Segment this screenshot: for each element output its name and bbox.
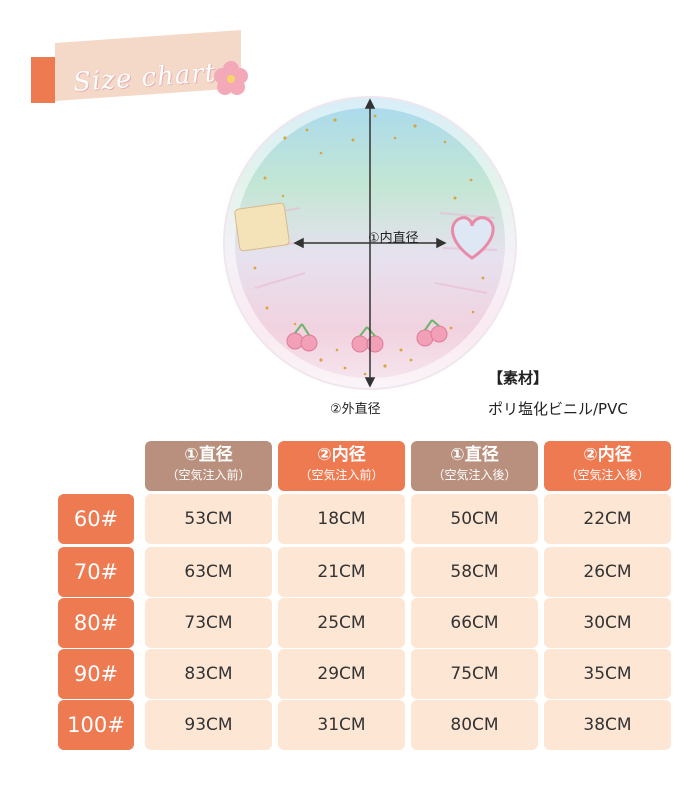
table-cell: 25CM	[278, 598, 405, 648]
table-cell: 29CM	[278, 649, 405, 699]
header-subtitle: （空気注入前）	[299, 468, 384, 482]
ring-decoration	[234, 98, 498, 388]
size-label: 90#	[58, 649, 134, 699]
size-label: 80#	[58, 598, 134, 648]
table-cell: 22CM	[544, 494, 671, 544]
table-cell: 75CM	[411, 649, 538, 699]
size-chart-tag: Size chart	[31, 29, 248, 103]
size-label: 100#	[58, 700, 134, 750]
table-cell: 31CM	[278, 700, 405, 750]
table-cell: 66CM	[411, 598, 538, 648]
size-label: 60#	[58, 494, 134, 544]
table-cell: 63CM	[145, 547, 272, 597]
header-outer-before: ①直径 （空気注入前）	[145, 441, 272, 491]
table-cell: 80CM	[411, 700, 538, 750]
header-title: ①直径	[450, 445, 499, 465]
table-cell: 21CM	[278, 547, 405, 597]
table-cell: 35CM	[544, 649, 671, 699]
header-inner-before: ②内径 （空気注入前）	[278, 441, 405, 491]
size-label: 70#	[58, 547, 134, 597]
material-title: 【素材】	[488, 369, 549, 387]
table-cell: 53CM	[145, 494, 272, 544]
table-cell: 73CM	[145, 598, 272, 648]
tag-stripe	[31, 57, 55, 103]
header-title: ②内径	[317, 445, 366, 465]
swim-ring-illustration	[225, 98, 515, 388]
header-inner-after: ②内径 （空気注入後）	[544, 441, 671, 491]
material-value: ポリ塩化ビニル/PVC	[488, 400, 628, 418]
header-title: ①直径	[184, 445, 233, 465]
table-cell: 30CM	[544, 598, 671, 648]
table-cell: 38CM	[544, 700, 671, 750]
outer-diameter-label: ②外直径	[330, 402, 381, 417]
table-cell: 26CM	[544, 547, 671, 597]
header-title: ②内径	[583, 445, 632, 465]
table-cell: 50CM	[411, 494, 538, 544]
header-subtitle: （空気注入後）	[432, 468, 517, 482]
table-cell: 18CM	[278, 494, 405, 544]
header-subtitle: （空気注入前）	[166, 468, 251, 482]
flower-icon	[214, 61, 248, 95]
inner-diameter-label: ①内直径	[368, 231, 419, 246]
header-subtitle: （空気注入後）	[565, 468, 650, 482]
table-cell: 83CM	[145, 649, 272, 699]
table-cell: 93CM	[145, 700, 272, 750]
table-cell: 58CM	[411, 547, 538, 597]
header-outer-after: ①直径 （空気注入後）	[411, 441, 538, 491]
